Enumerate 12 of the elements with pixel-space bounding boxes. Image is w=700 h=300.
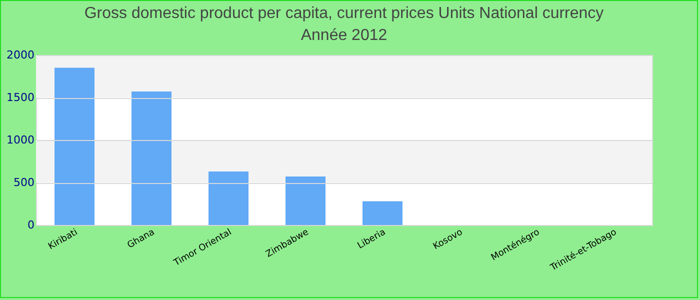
bar	[132, 92, 172, 225]
y-tick-label: 1000	[6, 134, 34, 146]
bar	[208, 171, 248, 225]
y-tick-label: 500	[14, 176, 34, 189]
bar	[54, 68, 94, 225]
chart-title: Gross domestic product per capita, current prices Units National currency	[84, 5, 604, 22]
chart-subtitle: Année 2012	[300, 27, 388, 44]
y-tick-label: 0	[28, 218, 34, 232]
bar	[362, 201, 402, 225]
y-tick-label: 2000	[6, 48, 34, 62]
y-tick-label: 1500	[6, 91, 34, 104]
bar	[286, 176, 326, 225]
